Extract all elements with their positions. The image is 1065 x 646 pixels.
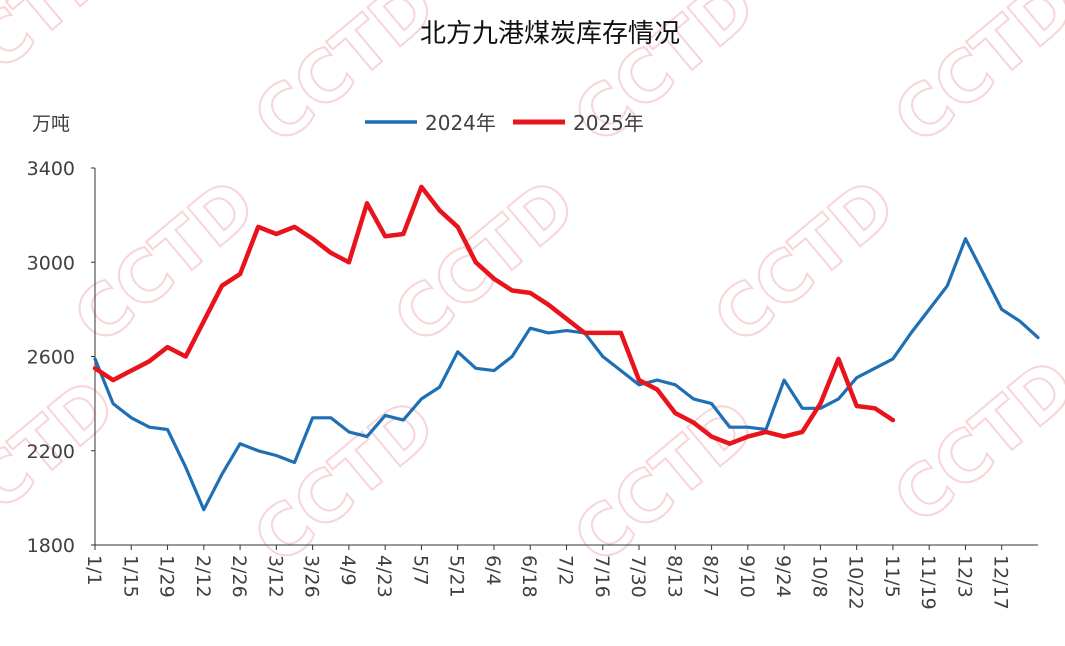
x-tick-label: 1/29: [156, 555, 178, 598]
x-tick-label: 8/27: [700, 555, 722, 598]
y-tick-label: 3000: [27, 252, 75, 274]
x-tick-label: 5/7: [409, 555, 431, 586]
x-tick-label: 1/15: [119, 555, 141, 598]
x-tick-label: 4/23: [373, 555, 395, 598]
x-tick-label: 10/8: [808, 555, 830, 598]
y-tick-label: 3400: [27, 158, 75, 180]
x-tick-label: 3/12: [264, 555, 286, 598]
watermark: CCTD: [238, 0, 451, 160]
x-tick-label: 3/26: [301, 555, 323, 598]
y-tick-label: 1800: [27, 535, 75, 557]
watermark: CCTD: [0, 0, 131, 120]
x-tick-label: 6/18: [518, 555, 540, 598]
x-tick-label: 12/3: [953, 555, 975, 598]
x-tick-label: 2/12: [192, 555, 214, 598]
y-tick-label: 2600: [27, 347, 75, 369]
watermark: CCTD: [238, 383, 451, 580]
x-tick-label: 7/30: [627, 555, 649, 598]
x-tick-label: 10/22: [845, 555, 867, 610]
watermark: CCTD: [58, 163, 271, 360]
x-tick-label: 8/13: [663, 555, 685, 598]
x-tick-label: 6/4: [482, 555, 504, 586]
y-axis-label: 万吨: [32, 113, 70, 135]
watermark: CCTD: [558, 383, 771, 580]
x-tick-label: 11/5: [881, 555, 903, 598]
x-tick-label: 4/9: [337, 555, 359, 586]
watermark: CCTD: [698, 163, 911, 360]
x-tick-label: 2/26: [228, 555, 250, 598]
series-line: [92, 184, 896, 446]
chart-title: 北方九港煤炭库存情况: [420, 19, 680, 49]
x-tick-label: 7/2: [555, 555, 577, 586]
x-tick-label: 12/17: [990, 555, 1012, 610]
watermark: CCTD: [878, 343, 1065, 540]
x-tick-label: 7/16: [591, 555, 613, 598]
legend-label: 2024年: [425, 111, 496, 135]
x-tick-label: 9/10: [736, 555, 758, 598]
x-tick-label: 9/24: [772, 555, 794, 598]
legend-label: 2025年: [573, 111, 644, 135]
series-line: [93, 237, 1040, 512]
x-tick-label: 11/19: [917, 555, 939, 610]
watermark: CCTD: [878, 0, 1065, 160]
x-tick-label: 1/1: [83, 555, 105, 586]
y-tick-label: 2200: [27, 441, 75, 463]
x-tick-label: 5/21: [446, 555, 468, 598]
